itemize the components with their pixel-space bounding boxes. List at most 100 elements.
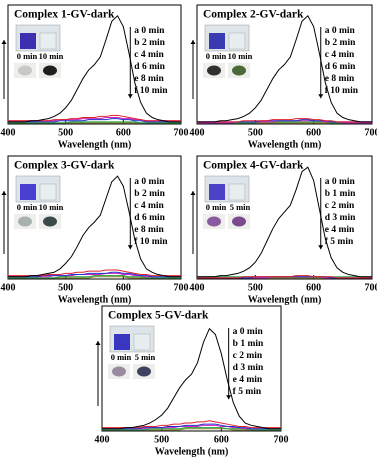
inset-solid <box>207 65 221 76</box>
panel: 400 500 600 700 Wavelength (nm) Complex 4-GV-… <box>190 155 377 305</box>
legend-entry: c 4 min <box>134 201 164 211</box>
legend-entry: f 5 min <box>233 387 262 397</box>
x-tick-label: 500 <box>58 282 73 293</box>
spectrum-line <box>8 118 181 123</box>
legend-entry: b 2 min <box>325 38 356 48</box>
inset-solid <box>43 65 57 76</box>
spectrum-line <box>8 275 181 279</box>
trend-arrow-head <box>318 245 324 250</box>
panel-title: Complex 1-GV-dark <box>14 9 115 21</box>
x-tick-label: 500 <box>248 282 263 293</box>
side-arrow-head <box>1 191 7 195</box>
x-axis-label: Wavelength (nm) <box>58 294 132 305</box>
x-tick-label: 500 <box>58 127 73 138</box>
legend-entry: e 8 min <box>134 225 164 235</box>
spectrum-line <box>8 271 181 278</box>
legend-entry: b 2 min <box>134 189 165 199</box>
legend-entry: e 4 min <box>325 225 355 235</box>
inset-solid <box>232 65 246 76</box>
x-tick-label: 500 <box>248 127 263 138</box>
legend-entry: b 2 min <box>134 38 165 48</box>
legend-entry: e 8 min <box>134 74 164 84</box>
x-axis-label: Wavelength (nm) <box>58 139 132 150</box>
vial <box>209 184 225 200</box>
legend-entry: f 10 min <box>325 86 359 96</box>
legend-entry: d 6 min <box>134 62 165 72</box>
trend-arrow-head <box>127 94 133 99</box>
panel: 400 500 600 700 Wavelength (nm) Complex 5-GV-… <box>95 305 289 457</box>
legend-entry: f 5 min <box>325 237 354 247</box>
side-arrow-head <box>1 40 7 44</box>
spectrum-line <box>8 15 181 123</box>
spectrum-line <box>197 118 372 123</box>
inset-solid <box>18 65 32 76</box>
x-tick-label: 700 <box>174 127 189 138</box>
x-tick-label: 500 <box>154 434 169 445</box>
x-tick-label: 600 <box>214 434 229 445</box>
trend-arrow-head <box>127 245 133 250</box>
legend-entry: c 2 min <box>325 201 355 211</box>
x-axis-label: Wavelength (nm) <box>248 294 322 305</box>
x-tick-label: 600 <box>306 127 321 138</box>
vial <box>20 33 36 49</box>
panel-title: Complex 3-GV-dark <box>14 160 115 172</box>
inset-solid <box>207 216 221 227</box>
x-tick-label: 400 <box>190 127 205 138</box>
side-arrow-head <box>95 341 101 345</box>
vial <box>114 334 130 350</box>
inset-label: 0 min <box>206 202 227 212</box>
x-tick-label: 700 <box>365 282 377 293</box>
vial <box>133 333 151 351</box>
spectrum-line <box>197 275 372 279</box>
x-tick-label: 600 <box>306 282 321 293</box>
inset-label: 5 min <box>230 202 251 212</box>
panel: 400 500 600 700 Wavelength (nm) Complex 3-GV-… <box>1 155 189 305</box>
x-tick-label: 700 <box>365 127 377 138</box>
x-tick-label: 700 <box>174 282 189 293</box>
inset-solid <box>43 216 57 227</box>
plot-frame <box>196 155 373 280</box>
inset-label: 0 min <box>17 51 38 61</box>
legend-entry: c 2 min <box>233 351 263 361</box>
panel-title: Complex 2-GV-dark <box>203 9 304 21</box>
panel-title: Complex 5-GV-dark <box>108 310 209 322</box>
x-tick-label: 400 <box>1 282 16 293</box>
vial <box>209 33 225 49</box>
inset-label: 0 min <box>17 202 38 212</box>
legend-entry: c 4 min <box>134 50 164 60</box>
panel: 400 500 600 700 Wavelength (nm) Complex 2-GV-… <box>190 4 377 150</box>
x-tick-label: 400 <box>1 127 16 138</box>
legend-entry: a 0 min <box>134 26 165 36</box>
inset-solid <box>18 216 32 227</box>
x-axis-label: Wavelength (nm) <box>248 139 322 150</box>
spectrum-line <box>197 15 372 123</box>
x-tick-label: 600 <box>116 127 131 138</box>
vial <box>39 32 57 50</box>
x-tick-label: 400 <box>95 434 110 445</box>
inset-label: 10 min <box>228 51 253 61</box>
x-tick-label: 700 <box>274 434 289 445</box>
legend-entry: e 4 min <box>233 375 263 385</box>
panel-title: Complex 4-GV-dark <box>203 160 304 172</box>
legend-entry: a 0 min <box>134 177 165 187</box>
spectrum-line <box>8 121 181 124</box>
plot-frame <box>7 155 182 280</box>
trend-arrow-head <box>318 94 324 99</box>
legend-entry: a 0 min <box>325 26 356 36</box>
spectrum-line <box>8 175 181 278</box>
inset-label: 0 min <box>111 352 132 362</box>
spectrum-line <box>102 427 281 431</box>
legend-entry: b 1 min <box>233 339 264 349</box>
legend-entry: d 6 min <box>325 62 356 72</box>
x-axis-label: Wavelength (nm) <box>155 446 229 457</box>
plot-frame <box>7 4 182 125</box>
inset-label: 10 min <box>39 51 64 61</box>
vial <box>20 184 36 200</box>
vial <box>39 183 57 201</box>
spectrum-line <box>102 327 281 430</box>
side-arrow-head <box>190 191 196 195</box>
x-tick-label: 400 <box>190 282 205 293</box>
plot-frame <box>196 4 373 125</box>
legend-entry: d 3 min <box>325 213 356 223</box>
